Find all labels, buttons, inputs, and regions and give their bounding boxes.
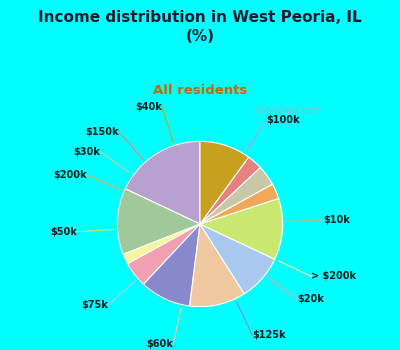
Wedge shape (200, 141, 248, 224)
Text: $75k: $75k (81, 300, 108, 310)
Text: $200k: $200k (54, 170, 87, 180)
Text: $20k: $20k (297, 294, 324, 304)
Wedge shape (190, 224, 244, 307)
Text: $125k: $125k (252, 330, 286, 340)
Text: $150k: $150k (85, 127, 119, 137)
Text: Income distribution in West Peoria, IL
(%): Income distribution in West Peoria, IL (… (38, 10, 362, 44)
Text: All residents: All residents (153, 84, 247, 97)
Wedge shape (200, 224, 275, 294)
Wedge shape (144, 224, 200, 306)
Wedge shape (200, 198, 283, 259)
Text: > $200k: > $200k (311, 271, 356, 281)
Wedge shape (200, 184, 279, 224)
Wedge shape (200, 167, 272, 224)
Wedge shape (128, 224, 200, 284)
Text: $40k: $40k (135, 102, 162, 112)
Wedge shape (123, 224, 200, 264)
Wedge shape (200, 157, 260, 224)
Text: $10k: $10k (323, 215, 350, 225)
Text: $100k: $100k (266, 115, 300, 125)
Wedge shape (125, 141, 200, 224)
Text: $50k: $50k (50, 227, 77, 237)
Wedge shape (117, 189, 200, 254)
Text: $30k: $30k (74, 147, 100, 157)
Text: ⓘ City-Data.com: ⓘ City-Data.com (249, 106, 321, 114)
Text: $60k: $60k (146, 339, 173, 349)
